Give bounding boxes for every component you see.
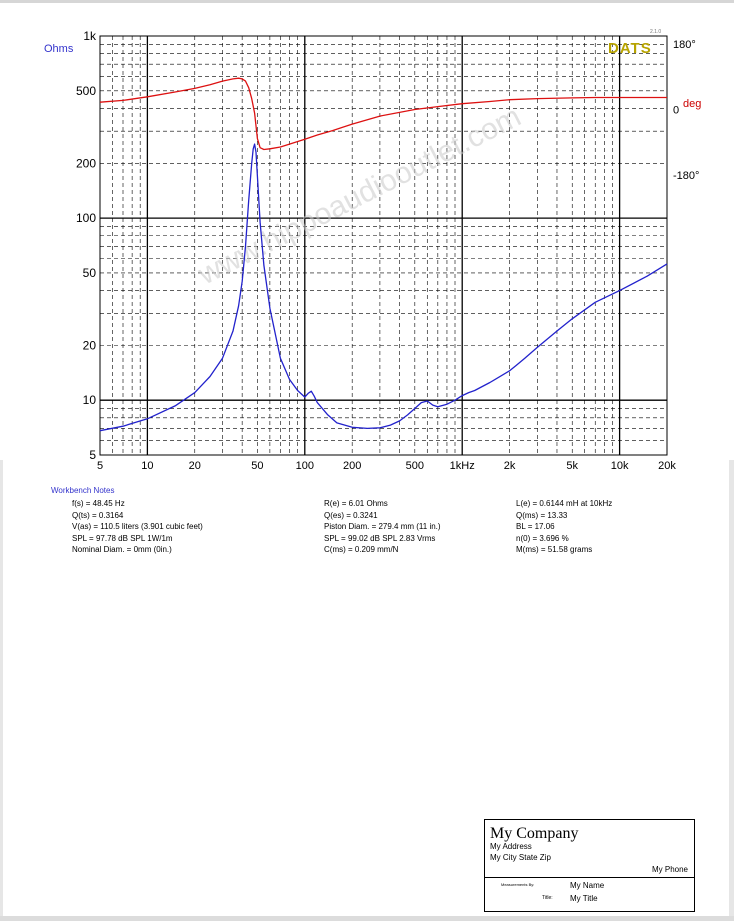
page-left-edge [0, 460, 3, 921]
impedance-curve [99, 143, 668, 432]
x-tick-label: 10k [611, 460, 629, 472]
param-spl-283: SPL = 99.02 dB SPL 2.83 Vrms [324, 533, 436, 543]
param-vas: V(as) = 110.5 liters (3.901 cubic feet) [72, 522, 203, 532]
x-tick-label: 5k [566, 460, 578, 472]
x-tick-label: 100 [296, 460, 314, 472]
logo-version: 2.1.0 [650, 29, 661, 35]
y-tick-labels: 1k 500 200 100 50 20 10 5 [76, 29, 97, 462]
company-city: My City State Zip [490, 853, 551, 862]
phase-unit-label: deg [683, 98, 701, 110]
dats-logo: DATS [608, 40, 652, 57]
y-unit-label: Ohms [44, 43, 74, 55]
x-tick-label: 20 [189, 460, 201, 472]
notes-column-2: R(e) = 6.01 Ohms Q(es) = 0.3241 Piston D… [324, 498, 441, 556]
y-tick-label: 100 [76, 211, 96, 225]
y-tick-label: 200 [76, 156, 96, 170]
y-tick-label: 1k [83, 29, 97, 43]
notes-column-3: L(e) = 0.6144 mH at 10kHz Q(ms) = 13.33 … [516, 498, 612, 556]
plot-frame [99, 35, 668, 456]
y-tick-label: 20 [83, 338, 97, 352]
notes-title: Workbench Notes [51, 486, 115, 495]
param-spl-1w: SPL = 97.78 dB SPL 1W/1m [72, 533, 173, 543]
y-tick-label: 10 [83, 393, 97, 407]
company-phone: My Phone [651, 865, 688, 874]
title-label: Title: [542, 895, 553, 901]
page-right-edge [729, 460, 734, 921]
x-tick-label: 1kHz [450, 460, 475, 472]
param-fs: f(s) = 48.45 Hz [72, 499, 125, 508]
page-bottom-edge [0, 916, 734, 921]
phase-tick-labels: 180° 0 -180° [673, 39, 699, 182]
title-block: My Company My Address My City State Zip … [484, 819, 695, 912]
param-piston-diam: Piston Diam. = 279.4 mm (11 in.) [324, 522, 441, 532]
x-tick-label: 2k [504, 460, 516, 472]
x-tick-labels: 5 10 20 50 100 200 500 1kHz 2k 5k 10k 20k [97, 460, 676, 472]
workbench-notes: Workbench Notes f(s) = 48.45 Hz Q(ts) = … [51, 486, 691, 558]
notes-grid: f(s) = 48.45 Hz Q(ts) = 0.3164 V(as) = 1… [51, 498, 691, 558]
param-qms: Q(ms) = 13.33 [516, 510, 568, 520]
param-nominal-diam: Nominal Diam. = 0mm (0in.) [72, 545, 172, 555]
x-tick-label: 10 [141, 460, 153, 472]
chart-grid [99, 36, 668, 455]
y-tick-label: 5 [89, 448, 96, 462]
param-qes: Q(es) = 0.3241 [324, 510, 378, 520]
param-n0: n(0) = 3.696 % [516, 533, 569, 543]
y-tick-label: 50 [83, 266, 97, 280]
page-top-edge [0, 0, 734, 3]
x-tick-label: 200 [343, 460, 361, 472]
phase-tick-label: 180° [673, 39, 696, 51]
measurer-name: My Name [570, 881, 605, 890]
title-block-divider [485, 877, 694, 878]
x-tick-label: 5 [97, 460, 103, 472]
measured-by-label: Measurements By: [501, 882, 535, 887]
y-tick-label: 500 [76, 84, 96, 98]
measurer-title: My Title [570, 894, 598, 903]
param-le: L(e) = 0.6144 mH at 10kHz [516, 499, 613, 508]
x-tick-label: 20k [658, 460, 676, 472]
phase-curve [99, 77, 667, 151]
x-tick-label: 500 [406, 460, 424, 472]
phase-tick-label: 0 [673, 105, 679, 117]
company-address: My Address [490, 842, 532, 851]
phase-tick-label: -180° [673, 170, 699, 182]
param-re: R(e) = 6.01 Ohms [324, 499, 388, 508]
param-cms: C(ms) = 0.209 mm/N [324, 545, 399, 555]
notes-column-1: f(s) = 48.45 Hz Q(ts) = 0.3164 V(as) = 1… [72, 498, 203, 556]
company-name: My Company [490, 825, 579, 842]
param-mms: M(ms) = 51.58 grams [516, 545, 593, 555]
chart-series [99, 77, 668, 432]
param-qts: Q(ts) = 0.3164 [72, 510, 124, 520]
x-tick-label: 50 [251, 460, 263, 472]
param-bl: BL = 17.06 [516, 522, 555, 532]
impedance-phase-chart: www.hippoaudiooutlet.com 1k5002001005020… [44, 29, 701, 472]
